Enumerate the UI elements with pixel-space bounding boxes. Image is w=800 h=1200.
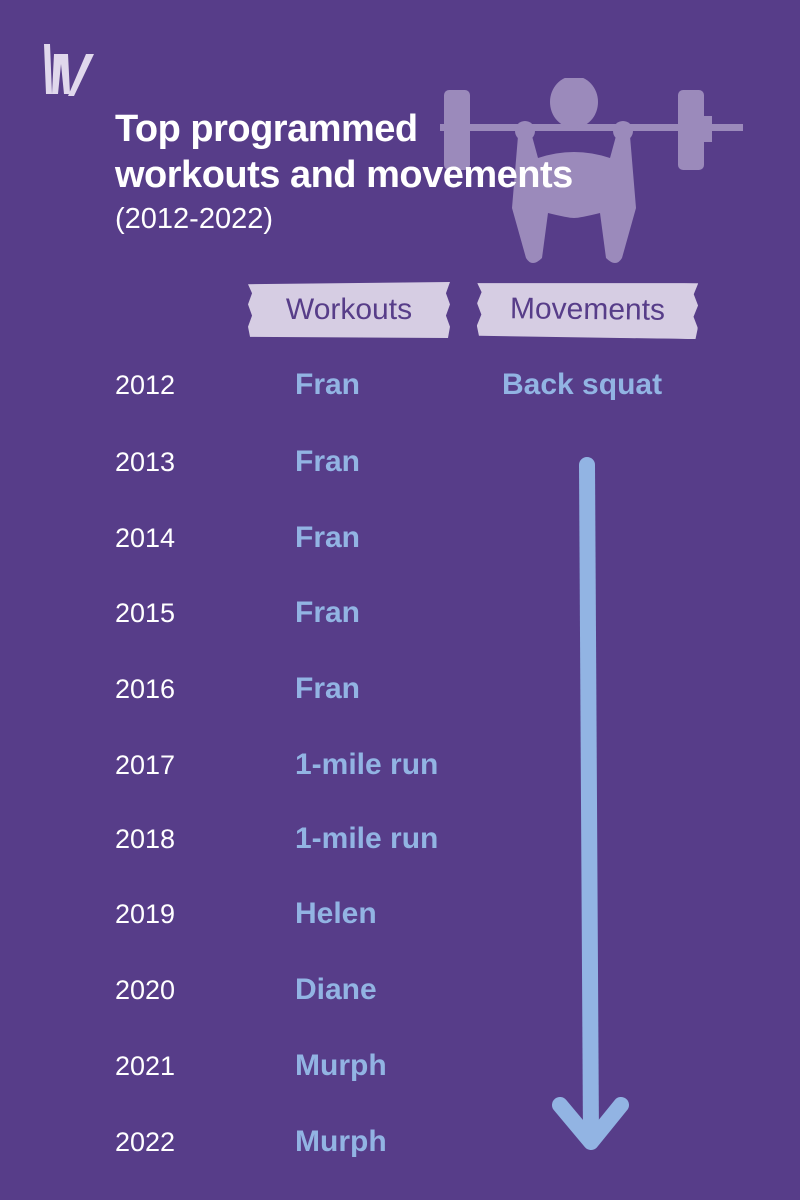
year-label: 2017: [115, 750, 176, 780]
movement-value: Back squat: [502, 368, 663, 401]
page-title: Top programmed workouts and movements: [115, 106, 573, 198]
year-label: 2018: [115, 824, 176, 854]
year-label: 2014: [115, 523, 176, 553]
title-line-1: Top programmed: [115, 108, 418, 150]
workout-value: 1-mile run: [295, 748, 439, 781]
w-logo-icon: [44, 44, 94, 96]
workout-value: Fran: [295, 672, 361, 705]
barbell-squat-icon: [440, 78, 743, 263]
movements-column-header: Movements: [477, 281, 699, 339]
workout-value: 1-mile run: [295, 822, 439, 855]
year-label: 2020: [115, 975, 176, 1005]
workouts-column-header: Workouts: [248, 282, 450, 338]
workout-value: Murph: [295, 1125, 387, 1158]
year-label: 2019: [115, 899, 176, 929]
workout-value: Fran: [295, 596, 361, 629]
title-line-2: workouts and movements: [115, 154, 573, 196]
workout-value: Fran: [295, 445, 361, 478]
workout-value: Murph: [295, 1049, 387, 1082]
workout-value: Fran: [295, 368, 361, 401]
workout-value: Helen: [295, 897, 377, 930]
subtitle: (2012-2022): [115, 203, 273, 235]
workout-value: Fran: [295, 521, 361, 554]
year-label: 2015: [115, 598, 176, 628]
workout-value: Diane: [295, 973, 377, 1006]
down-arrow-icon: [552, 457, 629, 1150]
year-label: 2022: [115, 1127, 176, 1157]
year-label: 2016: [115, 674, 176, 704]
year-label: 2013: [115, 447, 176, 477]
year-label: 2021: [115, 1051, 176, 1081]
year-label: 2012: [115, 370, 176, 400]
